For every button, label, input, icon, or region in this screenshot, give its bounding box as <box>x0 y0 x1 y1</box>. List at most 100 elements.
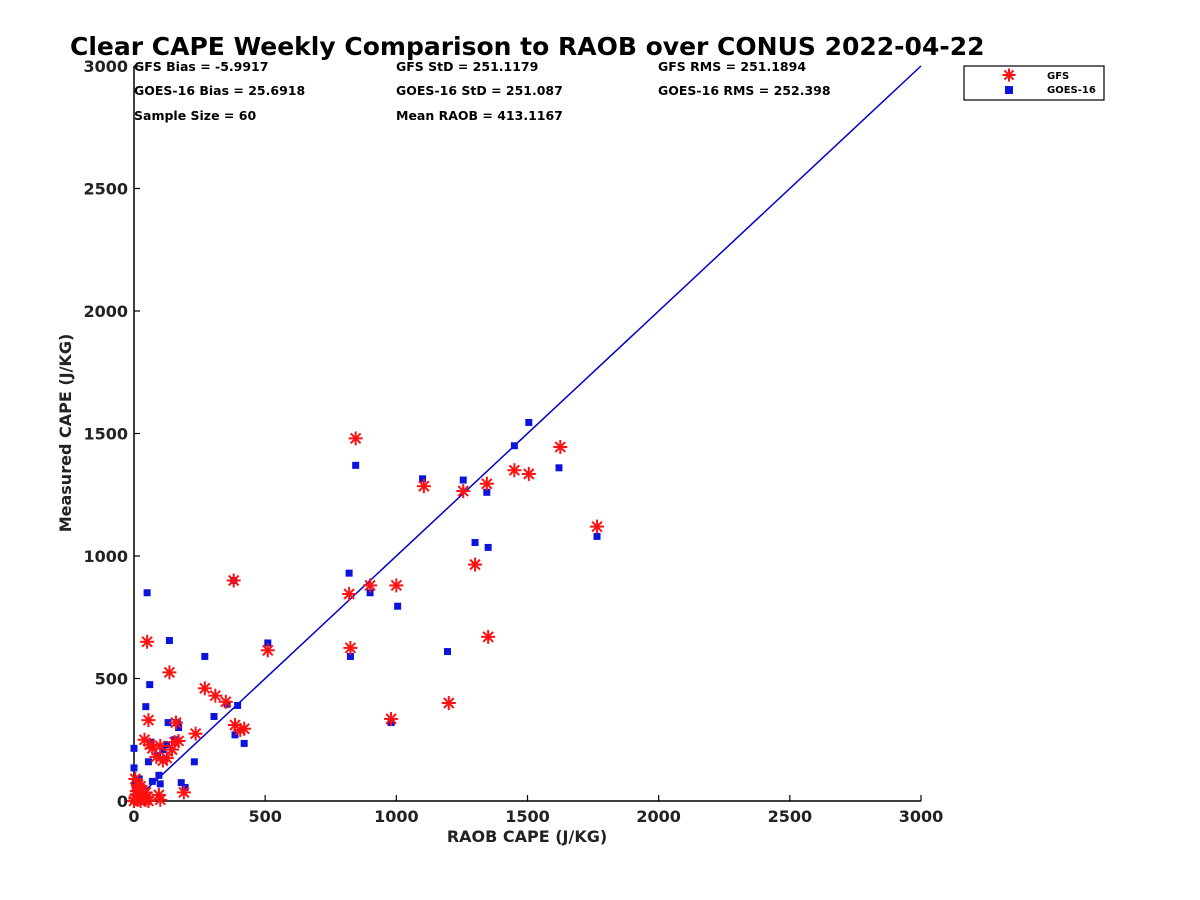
goes16-point <box>346 652 354 660</box>
gfs-point <box>208 688 223 703</box>
gfs-point <box>260 643 275 658</box>
goes16-point <box>142 703 150 711</box>
y-axis-ticks: 0 500 1000 1500 2000 2500 3000 <box>83 57 140 811</box>
y-axis-label: Measured CAPE (J/KG) <box>56 334 75 533</box>
legend-gfs-asterisk-icon <box>1002 68 1016 82</box>
gfs-point <box>233 722 248 737</box>
stat-gfs-std: GFS StD = 251.1179 <box>396 59 538 74</box>
stat-mean-raob: Mean RAOB = 413.1167 <box>396 108 563 123</box>
goes16-point <box>143 589 151 597</box>
goes16-point <box>144 758 152 766</box>
goes16-point <box>175 724 183 731</box>
legend-goes16-label: GOES-16 <box>1047 85 1096 96</box>
gfs-point <box>363 578 378 593</box>
gfs-point <box>479 476 494 491</box>
goes16-point <box>593 532 601 540</box>
gfs-point <box>176 785 191 800</box>
goes16-point <box>240 739 248 747</box>
gfs-point <box>456 484 471 499</box>
stat-goes16-bias: GOES-16 Bias = 25.6918 <box>134 83 305 98</box>
goes16-point <box>345 569 353 577</box>
goes16-point <box>190 758 198 766</box>
goes16-point <box>525 418 533 426</box>
gfs-point <box>481 629 496 644</box>
gfs-point <box>153 738 168 753</box>
goes16-point <box>156 780 164 788</box>
x-tick-label: 3000 <box>899 807 944 826</box>
y-tick-label: 500 <box>95 670 128 689</box>
stat-goes16-rms: GOES-16 RMS = 252.398 <box>658 83 831 98</box>
gfs-point <box>389 578 404 593</box>
goes16-point <box>155 771 163 779</box>
goes16-point <box>484 543 492 551</box>
gfs-point <box>342 586 357 601</box>
x-tick-label: 0 <box>128 807 139 826</box>
goes16-point <box>471 539 479 547</box>
one-to-one-line <box>133 65 922 802</box>
gfs-point <box>218 694 233 709</box>
gfs-point <box>168 715 183 730</box>
gfs-point <box>171 733 186 748</box>
x-axis-ticks: 0 500 1000 1500 2000 2500 3000 <box>128 795 943 826</box>
y-tick-label: 3000 <box>83 57 128 76</box>
y-tick-label: 0 <box>117 792 128 811</box>
gfs-point <box>343 640 358 655</box>
goes16-point <box>394 602 402 610</box>
x-tick-label: 2000 <box>636 807 681 826</box>
gfs-point <box>141 713 156 728</box>
y-tick-label: 2500 <box>83 180 128 199</box>
gfs-point <box>468 557 483 572</box>
goes16-point <box>459 476 467 484</box>
goes16-point <box>201 652 209 660</box>
y-tick-label: 2000 <box>83 302 128 321</box>
gfs-point <box>348 431 363 446</box>
y-tick-label: 1000 <box>83 547 128 566</box>
legend: GFS GOES-16 <box>963 65 1105 101</box>
x-tick-label: 1000 <box>374 807 419 826</box>
goes16-point <box>352 461 360 469</box>
gfs-point <box>140 634 155 649</box>
gfs-point <box>441 696 456 710</box>
stat-sample-size: Sample Size = 60 <box>134 108 256 123</box>
gfs-point <box>188 726 203 741</box>
legend-gfs-asterisk <box>1002 68 1016 82</box>
goes16-point <box>231 731 239 739</box>
stat-gfs-rms: GFS RMS = 251.1894 <box>658 59 806 74</box>
goes16-point <box>165 637 173 645</box>
goes16-point <box>177 779 185 787</box>
goes16-point <box>163 741 171 749</box>
x-axis-label: RAOB CAPE (J/KG) <box>447 827 607 846</box>
gfs-point <box>197 681 212 696</box>
gfs-point <box>140 790 155 805</box>
goes16-point <box>555 464 563 472</box>
gfs-point <box>521 466 536 481</box>
data-points <box>127 418 605 808</box>
goes16-point <box>366 589 374 597</box>
legend-gfs-label: GFS <box>1047 71 1069 82</box>
goes16-point <box>419 475 427 483</box>
goes16-point <box>164 719 172 727</box>
legend-goes16-square-icon <box>1005 86 1013 94</box>
stat-goes16-std: GOES-16 StD = 251.087 <box>396 83 563 98</box>
goes16-point <box>483 488 491 496</box>
gfs-point <box>151 787 166 802</box>
goes16-point <box>443 648 451 656</box>
gfs-point <box>162 665 177 680</box>
goes16-point <box>130 764 138 772</box>
x-tick-label: 500 <box>248 807 281 826</box>
chart-title: Clear CAPE Weekly Comparison to RAOB ove… <box>70 32 985 61</box>
goes16-point <box>181 784 189 792</box>
gfs-point <box>553 439 568 454</box>
goes16-point <box>148 777 156 785</box>
gfs-point <box>507 463 522 478</box>
gfs-point <box>226 573 241 588</box>
goes16-point <box>130 744 138 752</box>
gfs-point <box>590 519 605 534</box>
stat-gfs-bias: GFS Bias = -5.9917 <box>134 59 268 74</box>
x-tick-label: 2500 <box>768 807 813 826</box>
y-tick-label: 1500 <box>83 425 128 444</box>
goes16-point <box>146 681 154 689</box>
goes16-point <box>510 442 518 450</box>
